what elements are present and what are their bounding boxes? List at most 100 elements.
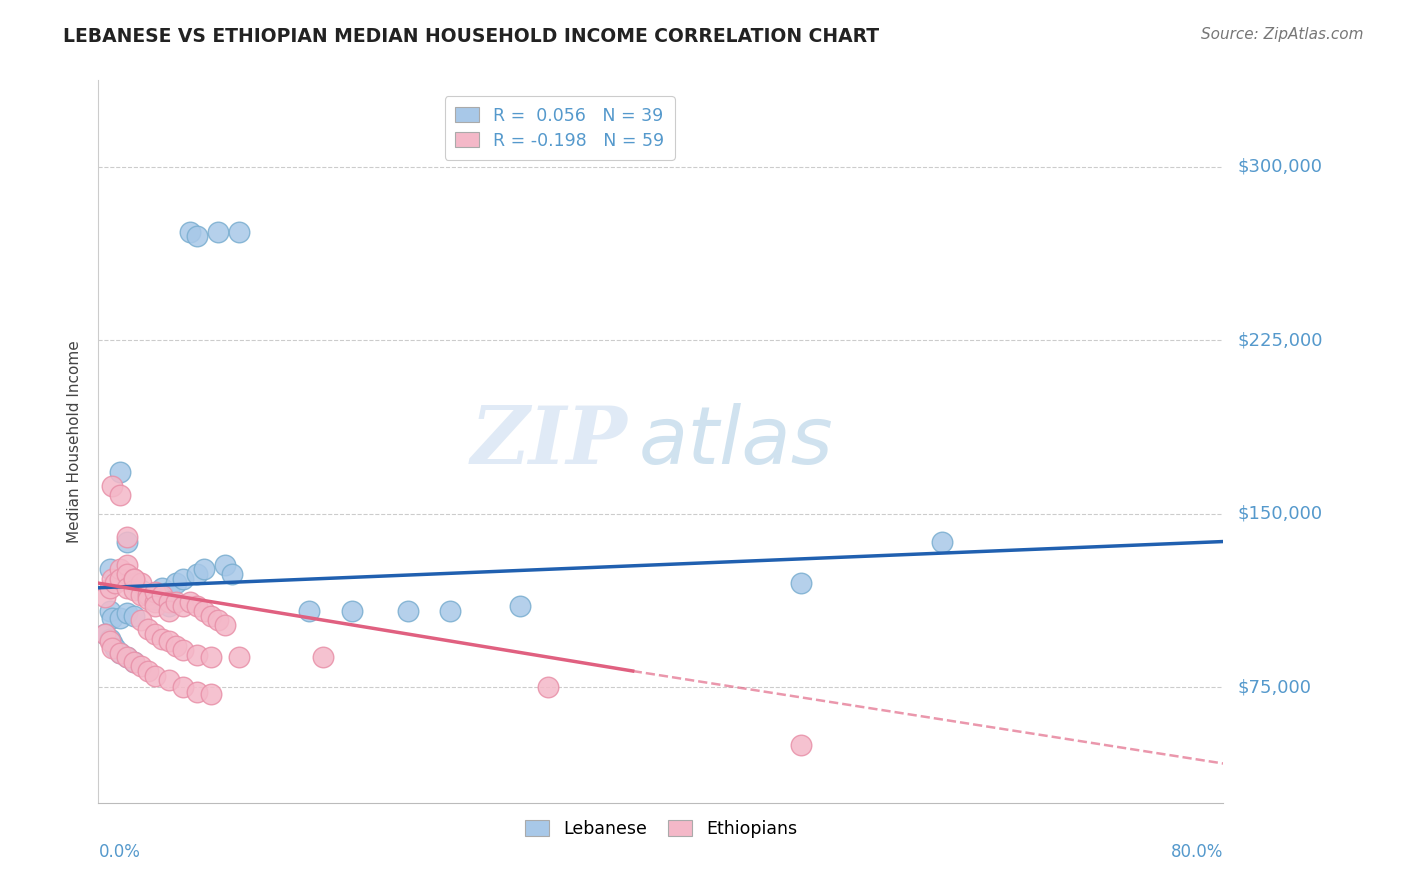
Point [101, 572, 124, 586]
Point [214, 558, 236, 572]
Point [221, 566, 243, 581]
Point [157, 634, 180, 648]
Point [129, 613, 152, 627]
Point [157, 673, 180, 688]
Point [193, 562, 215, 576]
Point [143, 592, 166, 607]
Point [122, 608, 145, 623]
Point [172, 599, 194, 614]
Text: $300,000: $300,000 [1237, 158, 1322, 176]
Point [298, 604, 321, 618]
Text: ZIP: ZIP [470, 403, 627, 480]
Point [108, 611, 131, 625]
Point [115, 566, 138, 581]
Point [172, 572, 194, 586]
Point [94, 627, 117, 641]
Text: Source: ZipAtlas.com: Source: ZipAtlas.com [1201, 27, 1364, 42]
Point [98, 562, 121, 576]
Point [396, 604, 419, 618]
Point [165, 594, 187, 608]
Point [108, 646, 131, 660]
Point [200, 687, 222, 701]
Point [150, 588, 173, 602]
Point [115, 530, 138, 544]
Point [537, 680, 560, 694]
Point [94, 590, 117, 604]
Point [150, 632, 173, 646]
Point [104, 576, 127, 591]
Point [143, 599, 166, 614]
Point [122, 572, 145, 586]
Point [200, 650, 222, 665]
Point [122, 572, 145, 586]
Legend: Lebanese, Ethiopians: Lebanese, Ethiopians [515, 809, 807, 848]
Point [790, 576, 813, 591]
Point [186, 648, 208, 662]
Point [157, 604, 180, 618]
Text: atlas: atlas [638, 402, 834, 481]
Point [207, 225, 229, 239]
Point [108, 646, 131, 660]
Point [104, 640, 127, 655]
Point [136, 592, 159, 607]
Point [157, 594, 180, 608]
Point [108, 465, 131, 479]
Point [165, 639, 187, 653]
Point [129, 659, 152, 673]
Point [790, 738, 813, 752]
Y-axis label: Median Household Income: Median Household Income [67, 340, 83, 543]
Point [101, 479, 124, 493]
Point [186, 229, 208, 244]
Point [143, 594, 166, 608]
Point [340, 604, 363, 618]
Point [157, 585, 180, 599]
Text: $225,000: $225,000 [1237, 332, 1323, 350]
Point [129, 583, 152, 598]
Point [136, 623, 159, 637]
Point [186, 599, 208, 614]
Text: $75,000: $75,000 [1237, 678, 1312, 696]
Point [136, 588, 159, 602]
Point [115, 650, 138, 665]
Point [115, 558, 138, 572]
Point [186, 566, 208, 581]
Point [143, 627, 166, 641]
Point [179, 225, 201, 239]
Point [101, 640, 124, 655]
Point [214, 617, 236, 632]
Point [228, 650, 250, 665]
Point [312, 650, 335, 665]
Point [439, 604, 461, 618]
Point [179, 594, 201, 608]
Point [136, 664, 159, 678]
Text: $150,000: $150,000 [1237, 505, 1322, 523]
Point [931, 534, 953, 549]
Text: 0.0%: 0.0% [98, 843, 141, 861]
Point [129, 576, 152, 591]
Point [157, 599, 180, 614]
Point [165, 576, 187, 591]
Point [108, 562, 131, 576]
Point [186, 685, 208, 699]
Point [129, 588, 152, 602]
Point [115, 534, 138, 549]
Point [509, 599, 531, 614]
Point [122, 583, 145, 598]
Point [115, 606, 138, 620]
Text: 80.0%: 80.0% [1171, 843, 1223, 861]
Point [150, 581, 173, 595]
Point [98, 581, 121, 595]
Point [228, 225, 250, 239]
Point [98, 632, 121, 646]
Point [122, 576, 145, 591]
Point [98, 634, 121, 648]
Point [94, 627, 117, 641]
Point [115, 581, 138, 595]
Point [200, 608, 222, 623]
Point [101, 611, 124, 625]
Point [108, 572, 131, 586]
Point [98, 604, 121, 618]
Point [122, 655, 145, 669]
Point [136, 588, 159, 602]
Point [143, 668, 166, 682]
